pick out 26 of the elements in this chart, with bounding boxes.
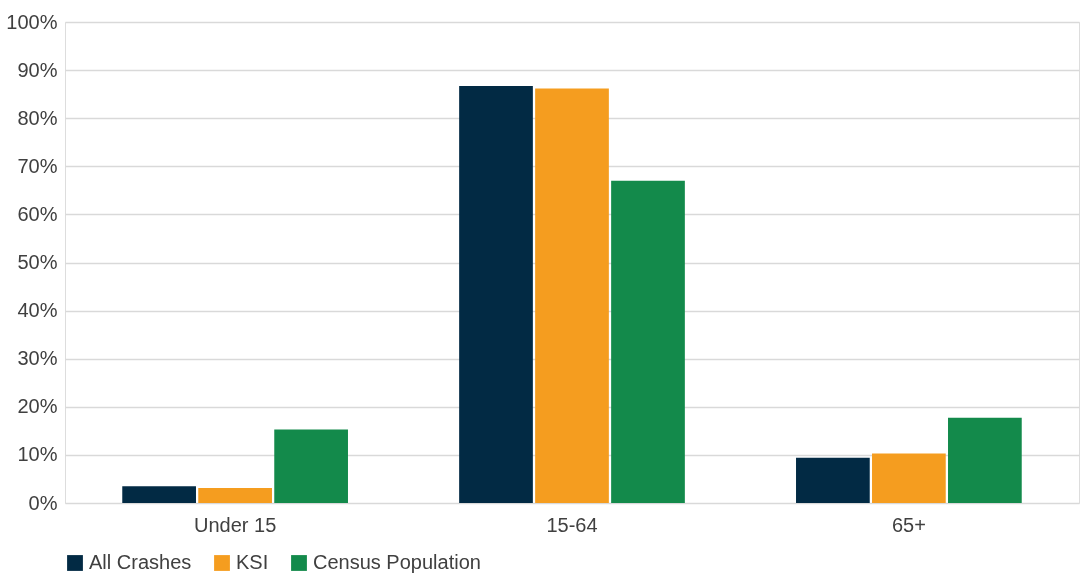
y-tick-label: 30% — [17, 347, 58, 370]
x-tick-label: Under 15 — [193, 513, 277, 536]
bar — [796, 457, 870, 503]
y-tick-label: 0% — [28, 491, 58, 514]
x-tick-label: 65+ — [891, 513, 926, 536]
bar — [122, 486, 196, 503]
bar — [611, 180, 685, 503]
bar — [459, 85, 533, 503]
y-tick-label: 70% — [17, 154, 58, 177]
bar — [198, 488, 272, 503]
bar — [274, 429, 348, 503]
x-tick-label: 15-64 — [546, 513, 598, 536]
y-tick-label: 60% — [17, 202, 58, 225]
bar — [872, 453, 946, 503]
y-tick-label: 80% — [17, 106, 58, 129]
legend-label: All Crashes — [89, 551, 192, 573]
bar — [948, 417, 1022, 503]
y-tick-label: 50% — [17, 251, 58, 273]
y-tick-label: 90% — [17, 58, 58, 81]
legend-label: Census Population — [313, 551, 481, 573]
y-tick-label: 20% — [17, 395, 58, 418]
y-tick-label: 40% — [17, 299, 58, 322]
y-tick-label: 100% — [6, 10, 58, 33]
y-tick-label: 10% — [17, 443, 58, 466]
legend-label: KSI — [236, 551, 269, 573]
bar — [535, 88, 609, 503]
